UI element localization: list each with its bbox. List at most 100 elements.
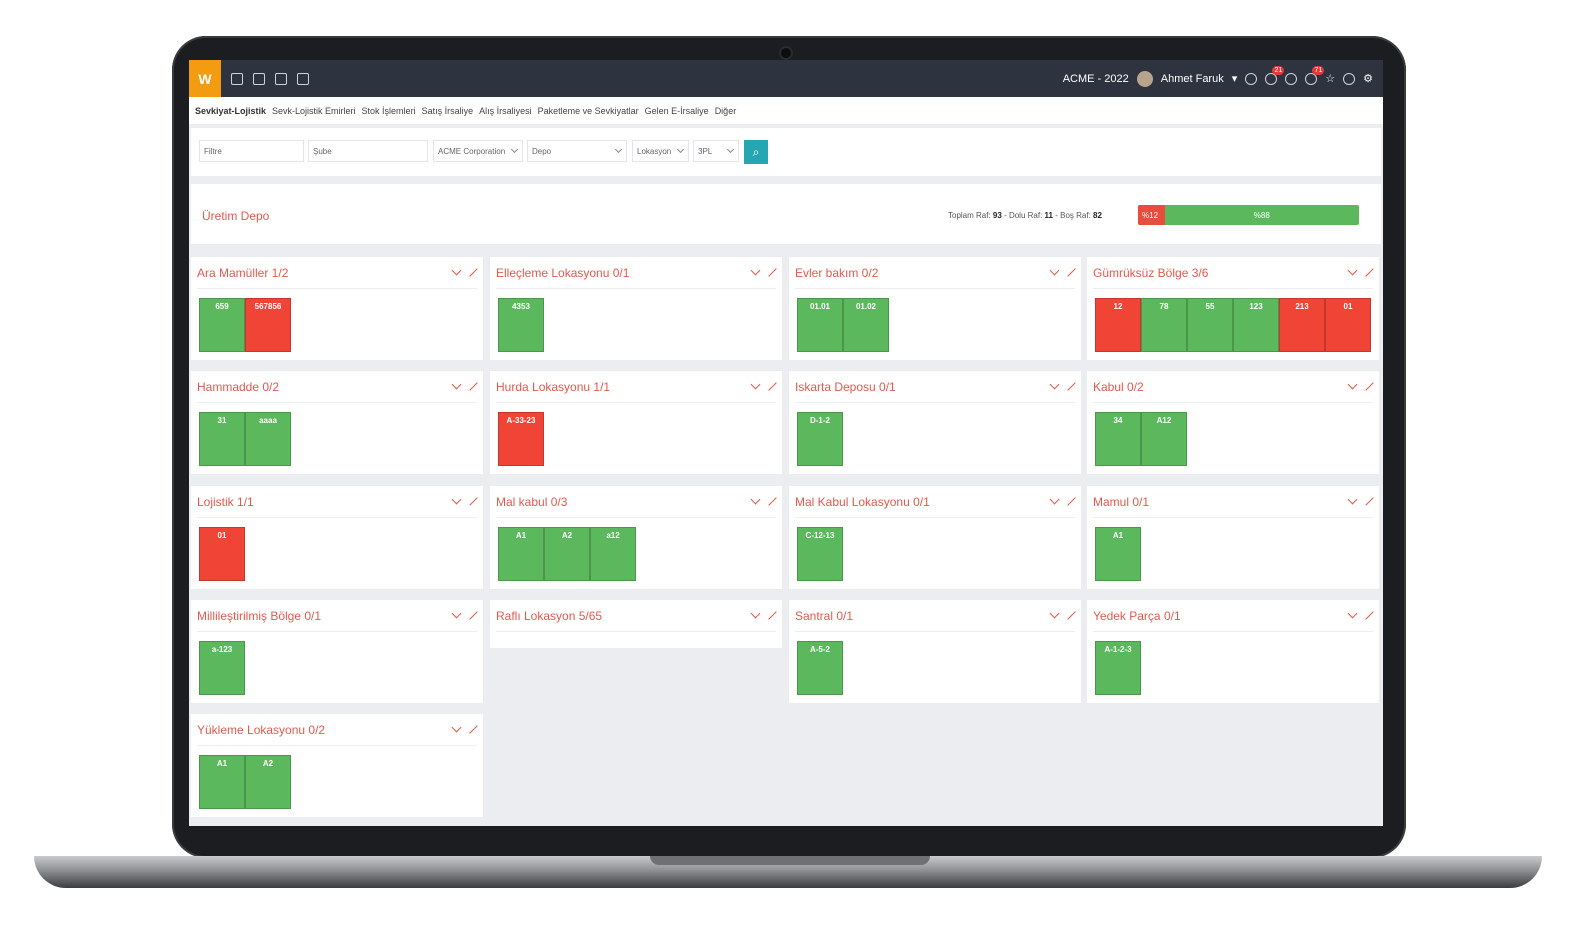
warehouse-select[interactable]: Depo (527, 140, 627, 162)
chevron-down-icon[interactable] (1049, 265, 1060, 276)
expand-icon[interactable] (468, 382, 477, 391)
chevron-down-icon[interactable] (750, 608, 761, 619)
comments-icon[interactable] (1285, 72, 1298, 85)
company-select[interactable]: ACME Corporation (433, 140, 523, 162)
shelf-cell[interactable]: A1 (1095, 527, 1141, 581)
card-title: Kabul 0/2 (1093, 379, 1144, 394)
expand-icon[interactable] (767, 611, 776, 620)
subnav-item[interactable]: Paketleme ve Sevkiyatlar (537, 105, 639, 116)
chart-icon[interactable] (275, 72, 287, 85)
chevron-down-icon[interactable] (451, 494, 462, 505)
branch-select[interactable]: Şube (308, 140, 428, 162)
shelf-cell[interactable]: A1 (498, 527, 544, 581)
box-icon[interactable] (253, 72, 265, 85)
shelf-cell[interactable]: 123 (1233, 298, 1279, 352)
chevron-down-icon[interactable] (1347, 379, 1358, 390)
shelf-cell[interactable]: A-5-2 (797, 641, 843, 695)
chevron-down-icon[interactable] (750, 379, 761, 390)
shelf-cell[interactable]: 4353 (498, 298, 544, 352)
shelf-cell[interactable]: 31 (199, 412, 245, 466)
expand-icon[interactable] (1066, 611, 1075, 620)
chevron-down-icon[interactable] (1049, 379, 1060, 390)
shelf-cell[interactable]: 01 (1325, 298, 1371, 352)
card-header: Santral 0/1 (795, 600, 1075, 632)
subnav-item[interactable]: Satış İrsaliye (421, 105, 474, 116)
shelf-cell[interactable]: A2 (245, 755, 291, 809)
shelf-cell[interactable]: 55 (1187, 298, 1233, 352)
help-icon[interactable] (1343, 72, 1356, 85)
star-icon[interactable]: ☆ (1325, 73, 1336, 85)
chevron-down-icon[interactable] (1049, 494, 1060, 505)
shelf-cell[interactable]: aaaa (245, 412, 291, 466)
expand-icon[interactable] (468, 497, 477, 506)
company-selector[interactable]: ACME - 2022 (1062, 72, 1129, 85)
sub-navigation: Sevkiyat-Lojistik Sevk-Lojistik Emirleri… (189, 97, 1383, 124)
shelf-cell[interactable]: 34 (1095, 412, 1141, 466)
filter-input[interactable]: Filtre (199, 140, 304, 162)
subnav-item[interactable]: Sevk-Lojistik Emirleri (272, 105, 356, 116)
chevron-down-icon[interactable] (451, 608, 462, 619)
shelf-cell[interactable]: 78 (1141, 298, 1187, 352)
shelf-cell[interactable]: 01.02 (843, 298, 889, 352)
app-logo[interactable]: W (189, 60, 221, 97)
chat-icon[interactable]: 21 (1265, 65, 1285, 85)
expand-icon[interactable] (767, 497, 776, 506)
expand-icon[interactable] (468, 725, 477, 734)
card-title: Evler bakım 0/2 (795, 265, 879, 280)
chevron-down-icon[interactable] (1347, 265, 1358, 276)
avatar[interactable] (1136, 70, 1153, 87)
shelf-cell[interactable]: a12 (590, 527, 636, 581)
expand-icon[interactable] (1066, 497, 1075, 506)
chevron-down-icon[interactable] (750, 265, 761, 276)
shelf-cell[interactable]: 213 (1279, 298, 1325, 352)
subnav-item[interactable]: Gelen E-İrsaliye (644, 105, 709, 116)
shelf-cell[interactable]: D-1-2 (797, 412, 843, 466)
shelf-cell[interactable]: 567856 (245, 298, 291, 352)
bell-icon[interactable]: 71 (1305, 65, 1325, 85)
laptop-notch (650, 856, 930, 865)
gear-icon[interactable]: ⚙ (1363, 73, 1373, 85)
subnav-more[interactable]: Diğer (714, 105, 737, 116)
expand-icon[interactable] (1066, 382, 1075, 391)
user-menu[interactable]: Ahmet Faruk (1160, 72, 1224, 85)
subnav-item[interactable]: Stok İşlemleri (361, 105, 416, 116)
chevron-down-icon[interactable] (451, 265, 462, 276)
search-button[interactable]: ⌕ (744, 140, 768, 164)
chevron-down-icon[interactable] (750, 494, 761, 505)
chevron-down-icon[interactable]: ▾ (1231, 73, 1238, 85)
location-card: Evler bakım 0/2 01.01 01.02 (789, 257, 1081, 360)
shelf-cell[interactable]: A1 (199, 755, 245, 809)
expand-icon[interactable] (1364, 611, 1373, 620)
calendar-icon[interactable] (297, 72, 309, 85)
subnav-item[interactable]: Alış İrsaliyesi (479, 105, 532, 116)
shelf-cell[interactable]: A-33-23 (498, 412, 544, 466)
chevron-down-icon[interactable] (1049, 608, 1060, 619)
subnav-active[interactable]: Sevkiyat-Lojistik (195, 105, 267, 116)
location-card: Iskarta Deposu 0/1 D-1-2 (789, 371, 1081, 474)
expand-icon[interactable] (468, 611, 477, 620)
shelf-cell[interactable]: 659 (199, 298, 245, 352)
shelf-cell[interactable]: 01.01 (797, 298, 843, 352)
location-select[interactable]: Lokasyon (632, 140, 689, 162)
expand-icon[interactable] (1364, 268, 1373, 277)
expand-icon[interactable] (1364, 382, 1373, 391)
chevron-down-icon[interactable] (451, 722, 462, 733)
expand-icon[interactable] (767, 382, 776, 391)
chevron-down-icon[interactable] (451, 379, 462, 390)
expand-icon[interactable] (1364, 497, 1373, 506)
shelf-cell[interactable]: A2 (544, 527, 590, 581)
3pl-select[interactable]: 3PL (693, 140, 739, 162)
shelf-cell[interactable]: 01 (199, 527, 245, 581)
shelf-cell[interactable]: A-1-2-3 (1095, 641, 1141, 695)
headset-icon[interactable] (1245, 72, 1258, 85)
chevron-down-icon[interactable] (1347, 494, 1358, 505)
expand-icon[interactable] (767, 268, 776, 277)
shelf-cell[interactable]: 12 (1095, 298, 1141, 352)
shelf-cell[interactable]: a-123 (199, 641, 245, 695)
chevron-down-icon[interactable] (1347, 608, 1358, 619)
shelf-cell[interactable]: C-12-13 (797, 527, 843, 581)
expand-icon[interactable] (468, 268, 477, 277)
expand-icon[interactable] (1066, 268, 1075, 277)
shelf-cell[interactable]: A12 (1141, 412, 1187, 466)
home-icon[interactable] (231, 72, 243, 85)
